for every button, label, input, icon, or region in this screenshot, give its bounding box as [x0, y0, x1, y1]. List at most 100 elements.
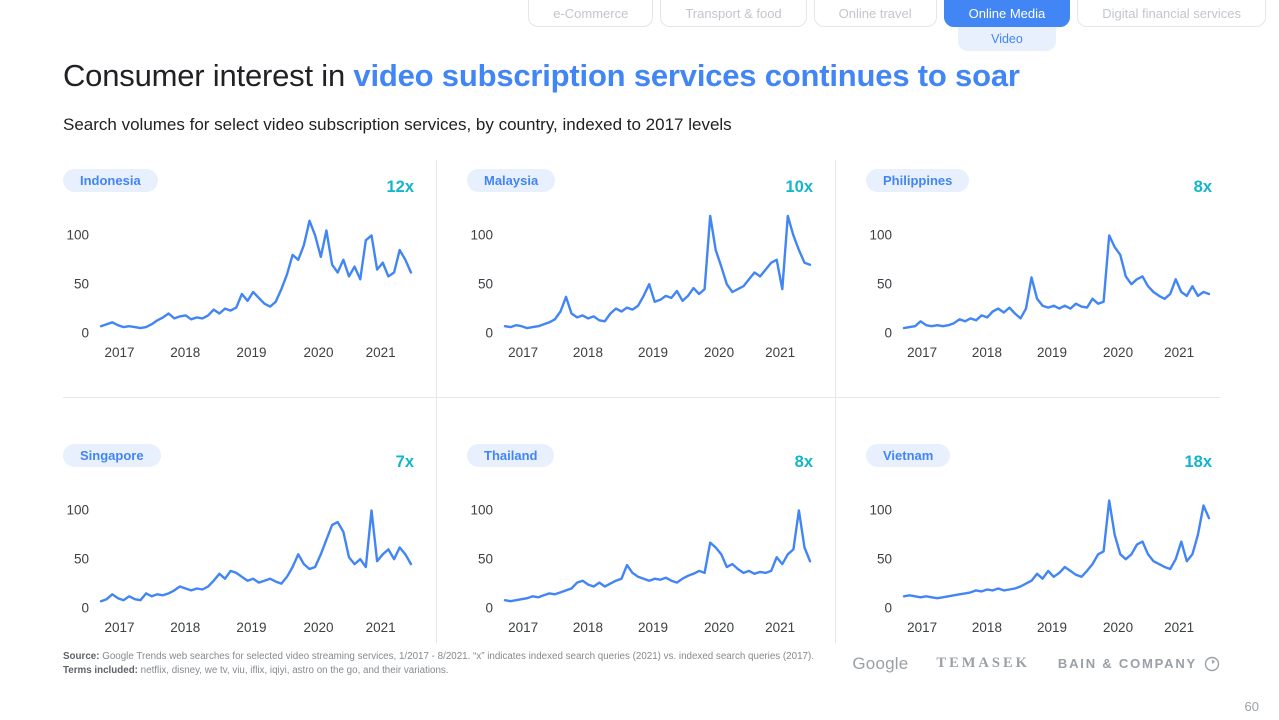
x-axis: 2017 2018 2019 2020 2021 [902, 613, 1212, 637]
x-axis: 2017 2018 2019 2020 2021 [99, 338, 414, 362]
series-line [505, 510, 810, 601]
x-tick: 2018 [572, 620, 603, 635]
y-tick-50: 50 [876, 551, 892, 567]
chart-cell-indonesia: Indonesia 12x 100 50 0 2017 2018 [63, 160, 437, 398]
series-line [904, 501, 1209, 599]
y-tick-100: 100 [470, 502, 493, 518]
temasek-logo: TEMASEK [936, 655, 1030, 672]
chart-cell-philippines: Philippines 8x 100 50 0 2017 2018 [836, 160, 1220, 398]
y-tick-50: 50 [477, 276, 493, 292]
x-tick: 2019 [236, 620, 267, 635]
series-line [505, 216, 810, 328]
y-tick-50: 50 [73, 551, 89, 567]
x-tick: 2019 [236, 345, 267, 360]
y-tick-0: 0 [485, 600, 493, 616]
tab-online-media[interactable]: Online Media [943, 0, 1071, 27]
x-axis: 2017 2018 2019 2020 2021 [503, 338, 813, 362]
y-axis: 100 50 0 [63, 203, 99, 341]
growth-multiplier: 18x [1184, 453, 1212, 471]
x-tick: 2019 [638, 345, 669, 360]
growth-multiplier: 12x [386, 178, 414, 196]
x-tick: 2017 [508, 345, 539, 360]
y-tick-0: 0 [884, 600, 892, 616]
tab-ecommerce[interactable]: e-Commerce [528, 0, 654, 27]
y-axis: 100 50 0 [63, 478, 99, 616]
y-tick-100: 100 [470, 227, 493, 243]
title-highlight: video subscription services continues to… [353, 58, 1020, 93]
growth-multiplier: 8x [794, 453, 813, 471]
x-tick: 2020 [704, 620, 735, 635]
y-tick-50: 50 [876, 276, 892, 292]
category-tabs: e-Commerce Transport & food Online trave… [528, 0, 1266, 51]
y-tick-50: 50 [477, 551, 493, 567]
line-chart [503, 203, 813, 338]
bain-logo: BAIN & COMPANY [1058, 656, 1220, 672]
chart-cell-malaysia: Malaysia 10x 100 50 0 2017 2018 [437, 160, 836, 398]
x-tick: 2020 [704, 345, 735, 360]
tab-online-travel[interactable]: Online travel [813, 0, 937, 27]
x-tick: 2021 [765, 620, 796, 635]
x-tick: 2017 [907, 620, 938, 635]
x-tick: 2019 [1037, 620, 1068, 635]
series-line [101, 510, 411, 601]
x-tick: 2017 [508, 620, 539, 635]
page-title: Consumer interest in video subscription … [63, 58, 1220, 94]
country-badge: Singapore [63, 444, 161, 467]
x-tick: 2021 [765, 345, 796, 360]
terms-label: Terms included: [63, 664, 138, 676]
x-tick: 2021 [365, 345, 396, 360]
y-tick-100: 100 [869, 502, 892, 518]
google-logo: Google [852, 653, 909, 673]
y-tick-0: 0 [485, 325, 493, 341]
x-tick: 2018 [170, 345, 201, 360]
growth-multiplier: 8x [1193, 178, 1212, 196]
x-tick: 2020 [303, 345, 334, 360]
source-note: Source: Google Trends web searches for s… [63, 650, 814, 677]
series-line [101, 221, 411, 328]
growth-multiplier: 7x [395, 453, 414, 471]
country-badge: Thailand [467, 444, 555, 467]
page-subtitle: Search volumes for select video subscrip… [63, 115, 732, 134]
x-tick: 2018 [170, 620, 201, 635]
x-tick: 2017 [907, 345, 938, 360]
x-tick: 2018 [971, 345, 1002, 360]
line-chart [902, 478, 1212, 613]
x-tick: 2020 [1103, 345, 1134, 360]
y-axis: 100 50 0 [866, 478, 902, 616]
source-label: Source: [63, 651, 100, 662]
footer: Source: Google Trends web searches for s… [63, 650, 1220, 677]
x-axis: 2017 2018 2019 2020 2021 [503, 613, 813, 637]
source-text: Google Trends web searches for selected … [99, 651, 814, 662]
chart-cell-singapore: Singapore 7x 100 50 0 2017 2018 [63, 398, 437, 643]
y-tick-0: 0 [81, 600, 89, 616]
partner-logos: Google TEMASEK BAIN & COMPANY [852, 654, 1220, 674]
growth-multiplier: 10x [785, 178, 813, 196]
chart-cell-vietnam: Vietnam 18x 100 50 0 2017 2018 [836, 398, 1220, 643]
x-tick: 2020 [1103, 620, 1134, 635]
x-tick: 2017 [104, 620, 135, 635]
y-tick-100: 100 [869, 227, 892, 243]
line-chart [503, 478, 813, 613]
x-tick: 2017 [104, 345, 135, 360]
bain-compass-icon [1204, 656, 1220, 671]
y-axis: 100 50 0 [467, 478, 503, 616]
x-axis: 2017 2018 2019 2020 2021 [99, 613, 414, 637]
y-tick-100: 100 [66, 227, 89, 243]
country-badge: Indonesia [63, 169, 158, 192]
x-tick: 2021 [1164, 345, 1195, 360]
x-tick: 2021 [365, 620, 396, 635]
country-badge: Philippines [866, 169, 970, 192]
x-tick: 2019 [638, 620, 669, 635]
country-badge: Malaysia [467, 169, 556, 192]
bain-wordmark: BAIN & COMPANY [1057, 656, 1197, 672]
series-line [904, 235, 1209, 328]
x-tick: 2021 [1164, 620, 1195, 635]
tab-transport-food[interactable]: Transport & food [660, 0, 807, 27]
y-tick-0: 0 [884, 325, 892, 341]
title-prefix: Consumer interest in [63, 58, 354, 93]
x-axis: 2017 2018 2019 2020 2021 [902, 338, 1212, 362]
tab-digital-financial-services[interactable]: Digital financial services [1077, 0, 1266, 27]
line-chart [902, 203, 1212, 338]
subtab-video[interactable]: Video [957, 27, 1057, 51]
